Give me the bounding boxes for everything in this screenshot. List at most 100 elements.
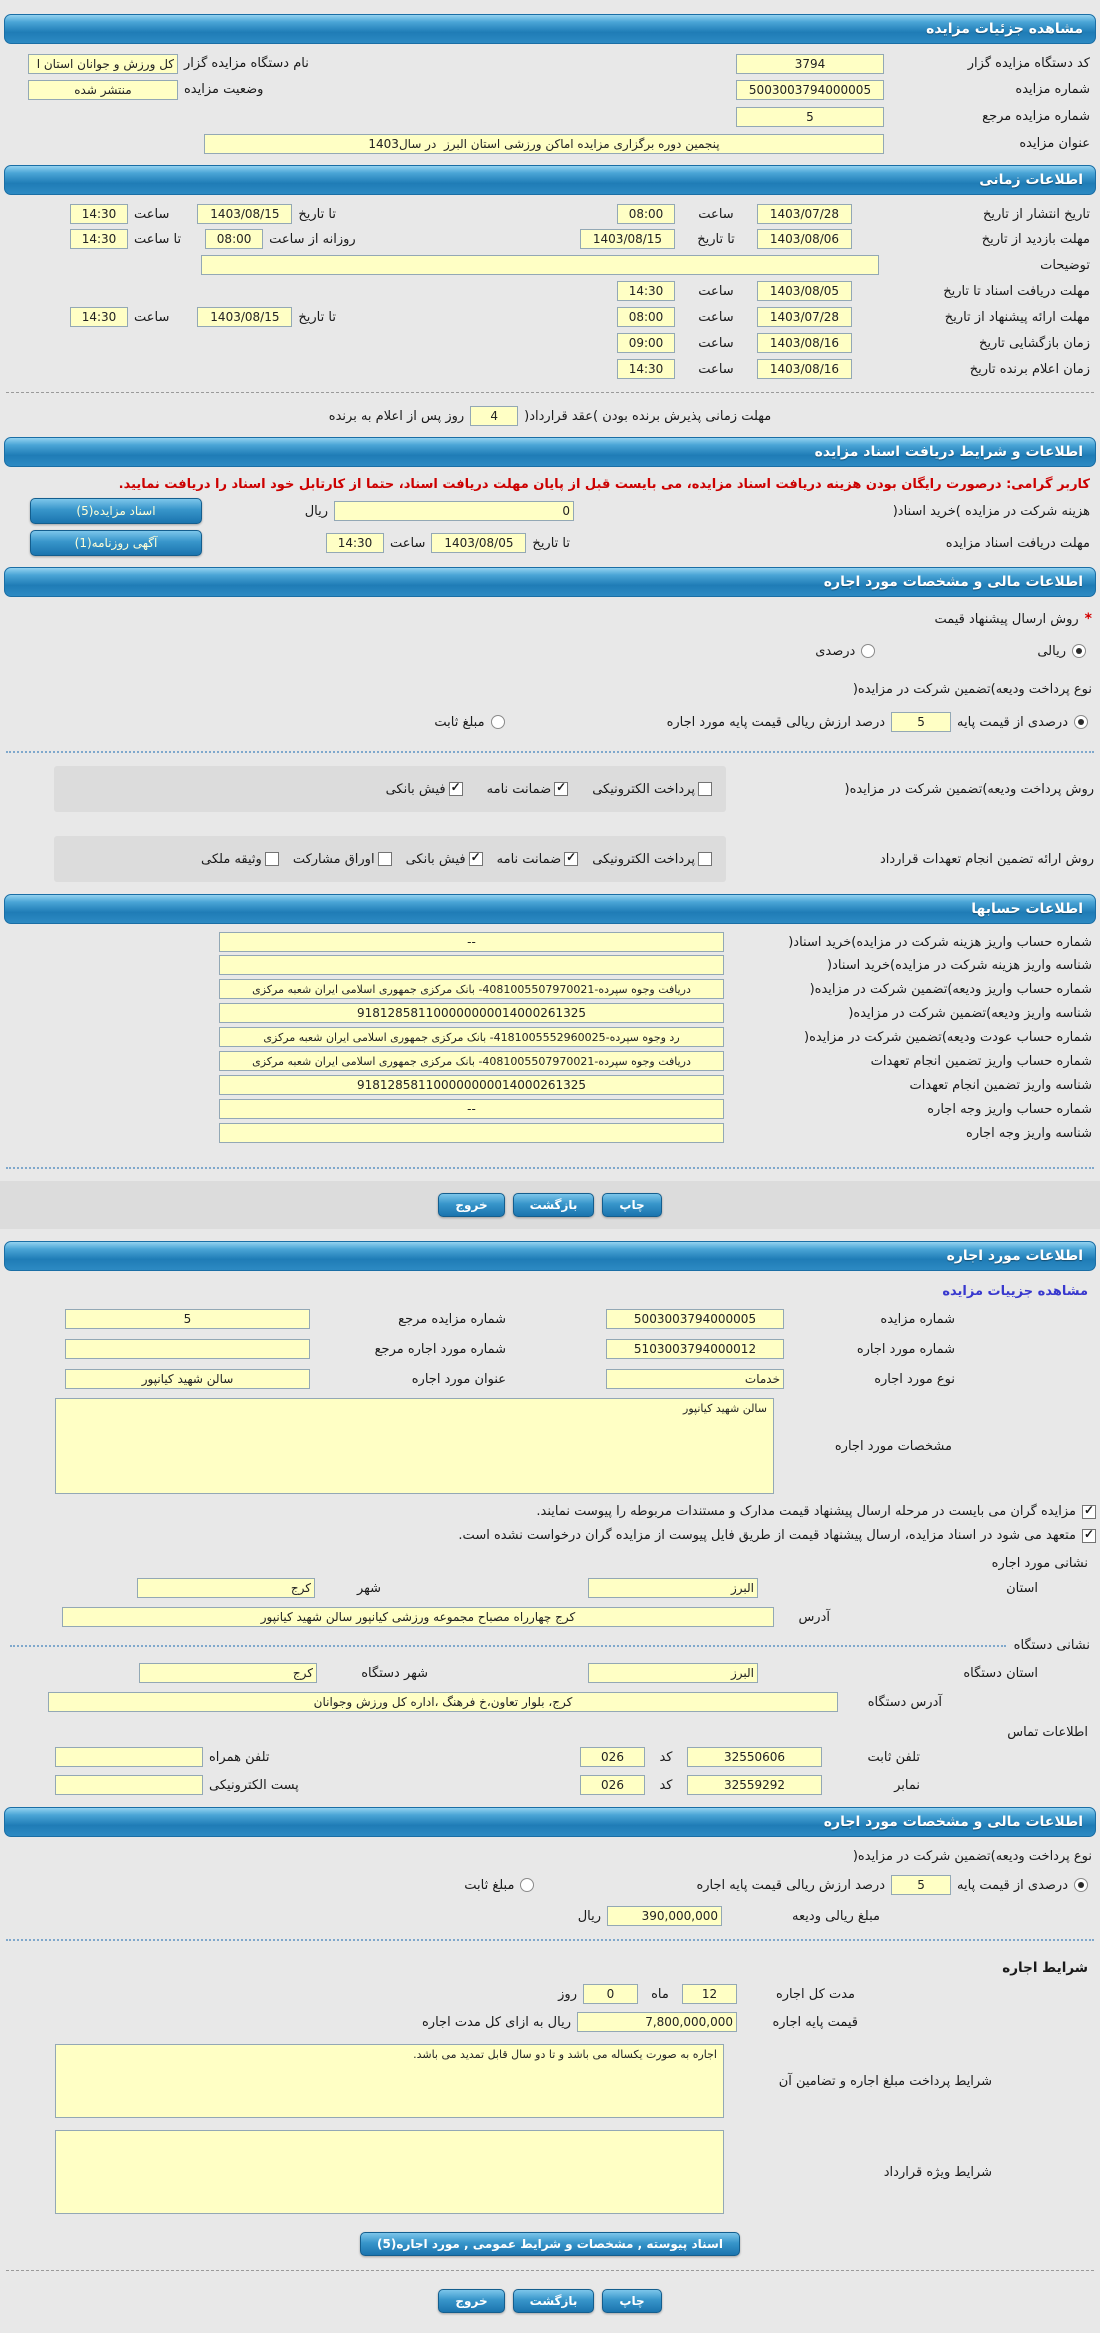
base-percent-input-2[interactable] xyxy=(891,1875,952,1895)
attached-docs-button[interactable]: اسناد پیوسته , مشخصات و شرایط عمومی , مو… xyxy=(360,2232,740,2256)
offer-from-time-input[interactable] xyxy=(617,307,675,327)
status-input[interactable] xyxy=(28,79,178,100)
rial-radio[interactable] xyxy=(1072,644,1086,658)
account-input[interactable] xyxy=(219,1075,724,1095)
publish-to-time-input[interactable] xyxy=(70,204,128,224)
newspaper-ad-button[interactable]: آگهی روزنامه(1) xyxy=(30,530,202,556)
phone-input[interactable] xyxy=(687,1747,822,1767)
deposit-amount-input[interactable] xyxy=(607,1906,722,1926)
item-no-input[interactable] xyxy=(606,1339,784,1359)
auction-no-input[interactable] xyxy=(736,79,884,100)
fixed-amount-radio-2[interactable] xyxy=(520,1878,535,1892)
item-auction-ref-input[interactable] xyxy=(65,1309,310,1329)
visit-to-date-input[interactable] xyxy=(580,229,675,249)
org-address-input[interactable] xyxy=(48,1692,838,1712)
guarantee-letter-checkbox-2[interactable] xyxy=(564,851,579,866)
notes-input[interactable] xyxy=(201,255,879,275)
device-code-input[interactable] xyxy=(736,53,884,74)
fax-input[interactable] xyxy=(687,1775,822,1795)
device-code-label: کد دستگاه مزایده گزار xyxy=(967,56,1090,71)
doc-fee-input[interactable] xyxy=(334,501,574,521)
email-input[interactable] xyxy=(55,1775,203,1795)
item-spec-textarea[interactable]: سالن شهید کیانپور xyxy=(55,1398,774,1494)
bonds-checkbox[interactable] xyxy=(377,852,392,866)
device-name-input[interactable] xyxy=(28,53,178,74)
account-input[interactable] xyxy=(219,1123,724,1143)
offer-from-date-input[interactable] xyxy=(757,307,852,327)
exit-button[interactable]: خروج xyxy=(438,1193,505,1217)
base-percent-radio-2[interactable] xyxy=(1074,1878,1088,1892)
guarantee-letter-checkbox[interactable] xyxy=(554,781,569,796)
auction-docs-button[interactable]: اسناد مزایده(5) xyxy=(30,498,202,524)
item-auction-no-input[interactable] xyxy=(606,1309,784,1329)
base-percent-input[interactable] xyxy=(891,712,952,732)
print-button[interactable]: چاپ xyxy=(602,1193,662,1217)
publish-from-date-input[interactable] xyxy=(757,204,852,224)
section-accounts: اطلاعات حسابها شماره حساب واریز هزینه شر… xyxy=(0,894,1100,1229)
guarantee-electronic-checkbox[interactable] xyxy=(698,852,712,866)
item-type-input[interactable] xyxy=(606,1369,784,1389)
account-row: شناسه واریز ودیعه)تضمین شرکت در مزایده( xyxy=(0,1001,1100,1025)
percent-radio[interactable] xyxy=(861,644,876,658)
item-ref-input[interactable] xyxy=(65,1339,310,1359)
offer-to-date-input[interactable] xyxy=(197,307,293,327)
base-price-input[interactable] xyxy=(577,2012,737,2032)
bottom-buttons-row: چاپ بازگشت خروج xyxy=(0,2281,1100,2317)
special-terms-textarea[interactable] xyxy=(55,2130,724,2214)
winner-time-input[interactable] xyxy=(617,359,675,379)
winner-date-input[interactable] xyxy=(757,359,852,379)
duration-months-input[interactable] xyxy=(682,1984,737,2004)
accept-suffix: روز پس از اعلام به برنده xyxy=(328,408,465,424)
divider-dashed xyxy=(6,392,1094,393)
attach-note-checkbox[interactable] xyxy=(1082,1504,1096,1519)
offer-to-time-input[interactable] xyxy=(70,307,128,327)
account-input[interactable] xyxy=(219,932,724,952)
org-province-input[interactable] xyxy=(588,1663,758,1683)
back-button-bottom[interactable]: بازگشت xyxy=(512,2289,595,2313)
phone-code-input[interactable] xyxy=(580,1747,645,1767)
view-auction-details-link[interactable]: مشاهده جزییات مزایده xyxy=(942,1283,1088,1299)
mobile-input[interactable] xyxy=(55,1747,203,1767)
visit-from-time-input[interactable] xyxy=(205,229,264,249)
publish-to-date-input[interactable] xyxy=(197,204,293,224)
duration-days-input[interactable] xyxy=(583,1984,638,2004)
row-guarantee-methods: روش ارائه تضمین انجام تعهدات قرارداد پرد… xyxy=(0,832,1100,886)
fax-code-label: کد xyxy=(659,1777,673,1793)
back-button[interactable]: بازگشت xyxy=(512,1193,595,1217)
item-title-input[interactable] xyxy=(65,1369,310,1389)
opening-time-input[interactable] xyxy=(617,333,675,353)
account-input[interactable] xyxy=(219,1027,724,1047)
print-button-bottom[interactable]: چاپ xyxy=(602,2289,662,2313)
address-input[interactable] xyxy=(62,1607,774,1627)
ref-no-input[interactable] xyxy=(736,106,884,127)
fax-code-input[interactable] xyxy=(580,1775,645,1795)
city-input[interactable] xyxy=(137,1578,315,1598)
account-input[interactable] xyxy=(219,955,724,975)
property-collateral-checkbox[interactable] xyxy=(264,852,279,866)
no-file-note-checkbox[interactable] xyxy=(1082,1528,1096,1543)
account-input[interactable] xyxy=(219,1003,724,1023)
bank-slip-checkbox[interactable] xyxy=(448,781,463,796)
auction-title-input[interactable] xyxy=(204,133,884,154)
electronic-payment-checkbox[interactable] xyxy=(698,782,712,796)
visit-to-time-input[interactable] xyxy=(70,229,128,249)
accept-days-input[interactable] xyxy=(470,406,519,426)
base-percent-radio[interactable] xyxy=(1074,715,1088,729)
doc-deadline-date-input[interactable] xyxy=(757,281,852,301)
opening-date-input[interactable] xyxy=(757,333,852,353)
province-input[interactable] xyxy=(588,1578,758,1598)
account-input[interactable] xyxy=(219,1051,724,1071)
exit-button-bottom[interactable]: خروج xyxy=(438,2289,505,2313)
visit-from-date-input[interactable] xyxy=(757,229,852,249)
doc-deadline-hour-label: ساعت xyxy=(698,283,734,299)
fixed-amount-radio[interactable] xyxy=(490,715,505,729)
payment-terms-textarea[interactable]: اجاره به صورت یکساله می باشد و تا دو سال… xyxy=(55,2044,724,2118)
account-input[interactable] xyxy=(219,979,724,999)
publish-from-time-input[interactable] xyxy=(617,204,675,224)
account-input[interactable] xyxy=(219,1099,724,1119)
doc-receive-date-input[interactable] xyxy=(431,533,527,553)
org-city-input[interactable] xyxy=(139,1663,317,1683)
doc-receive-time-input[interactable] xyxy=(326,533,385,553)
guarantee-bank-slip-checkbox[interactable] xyxy=(468,851,483,866)
